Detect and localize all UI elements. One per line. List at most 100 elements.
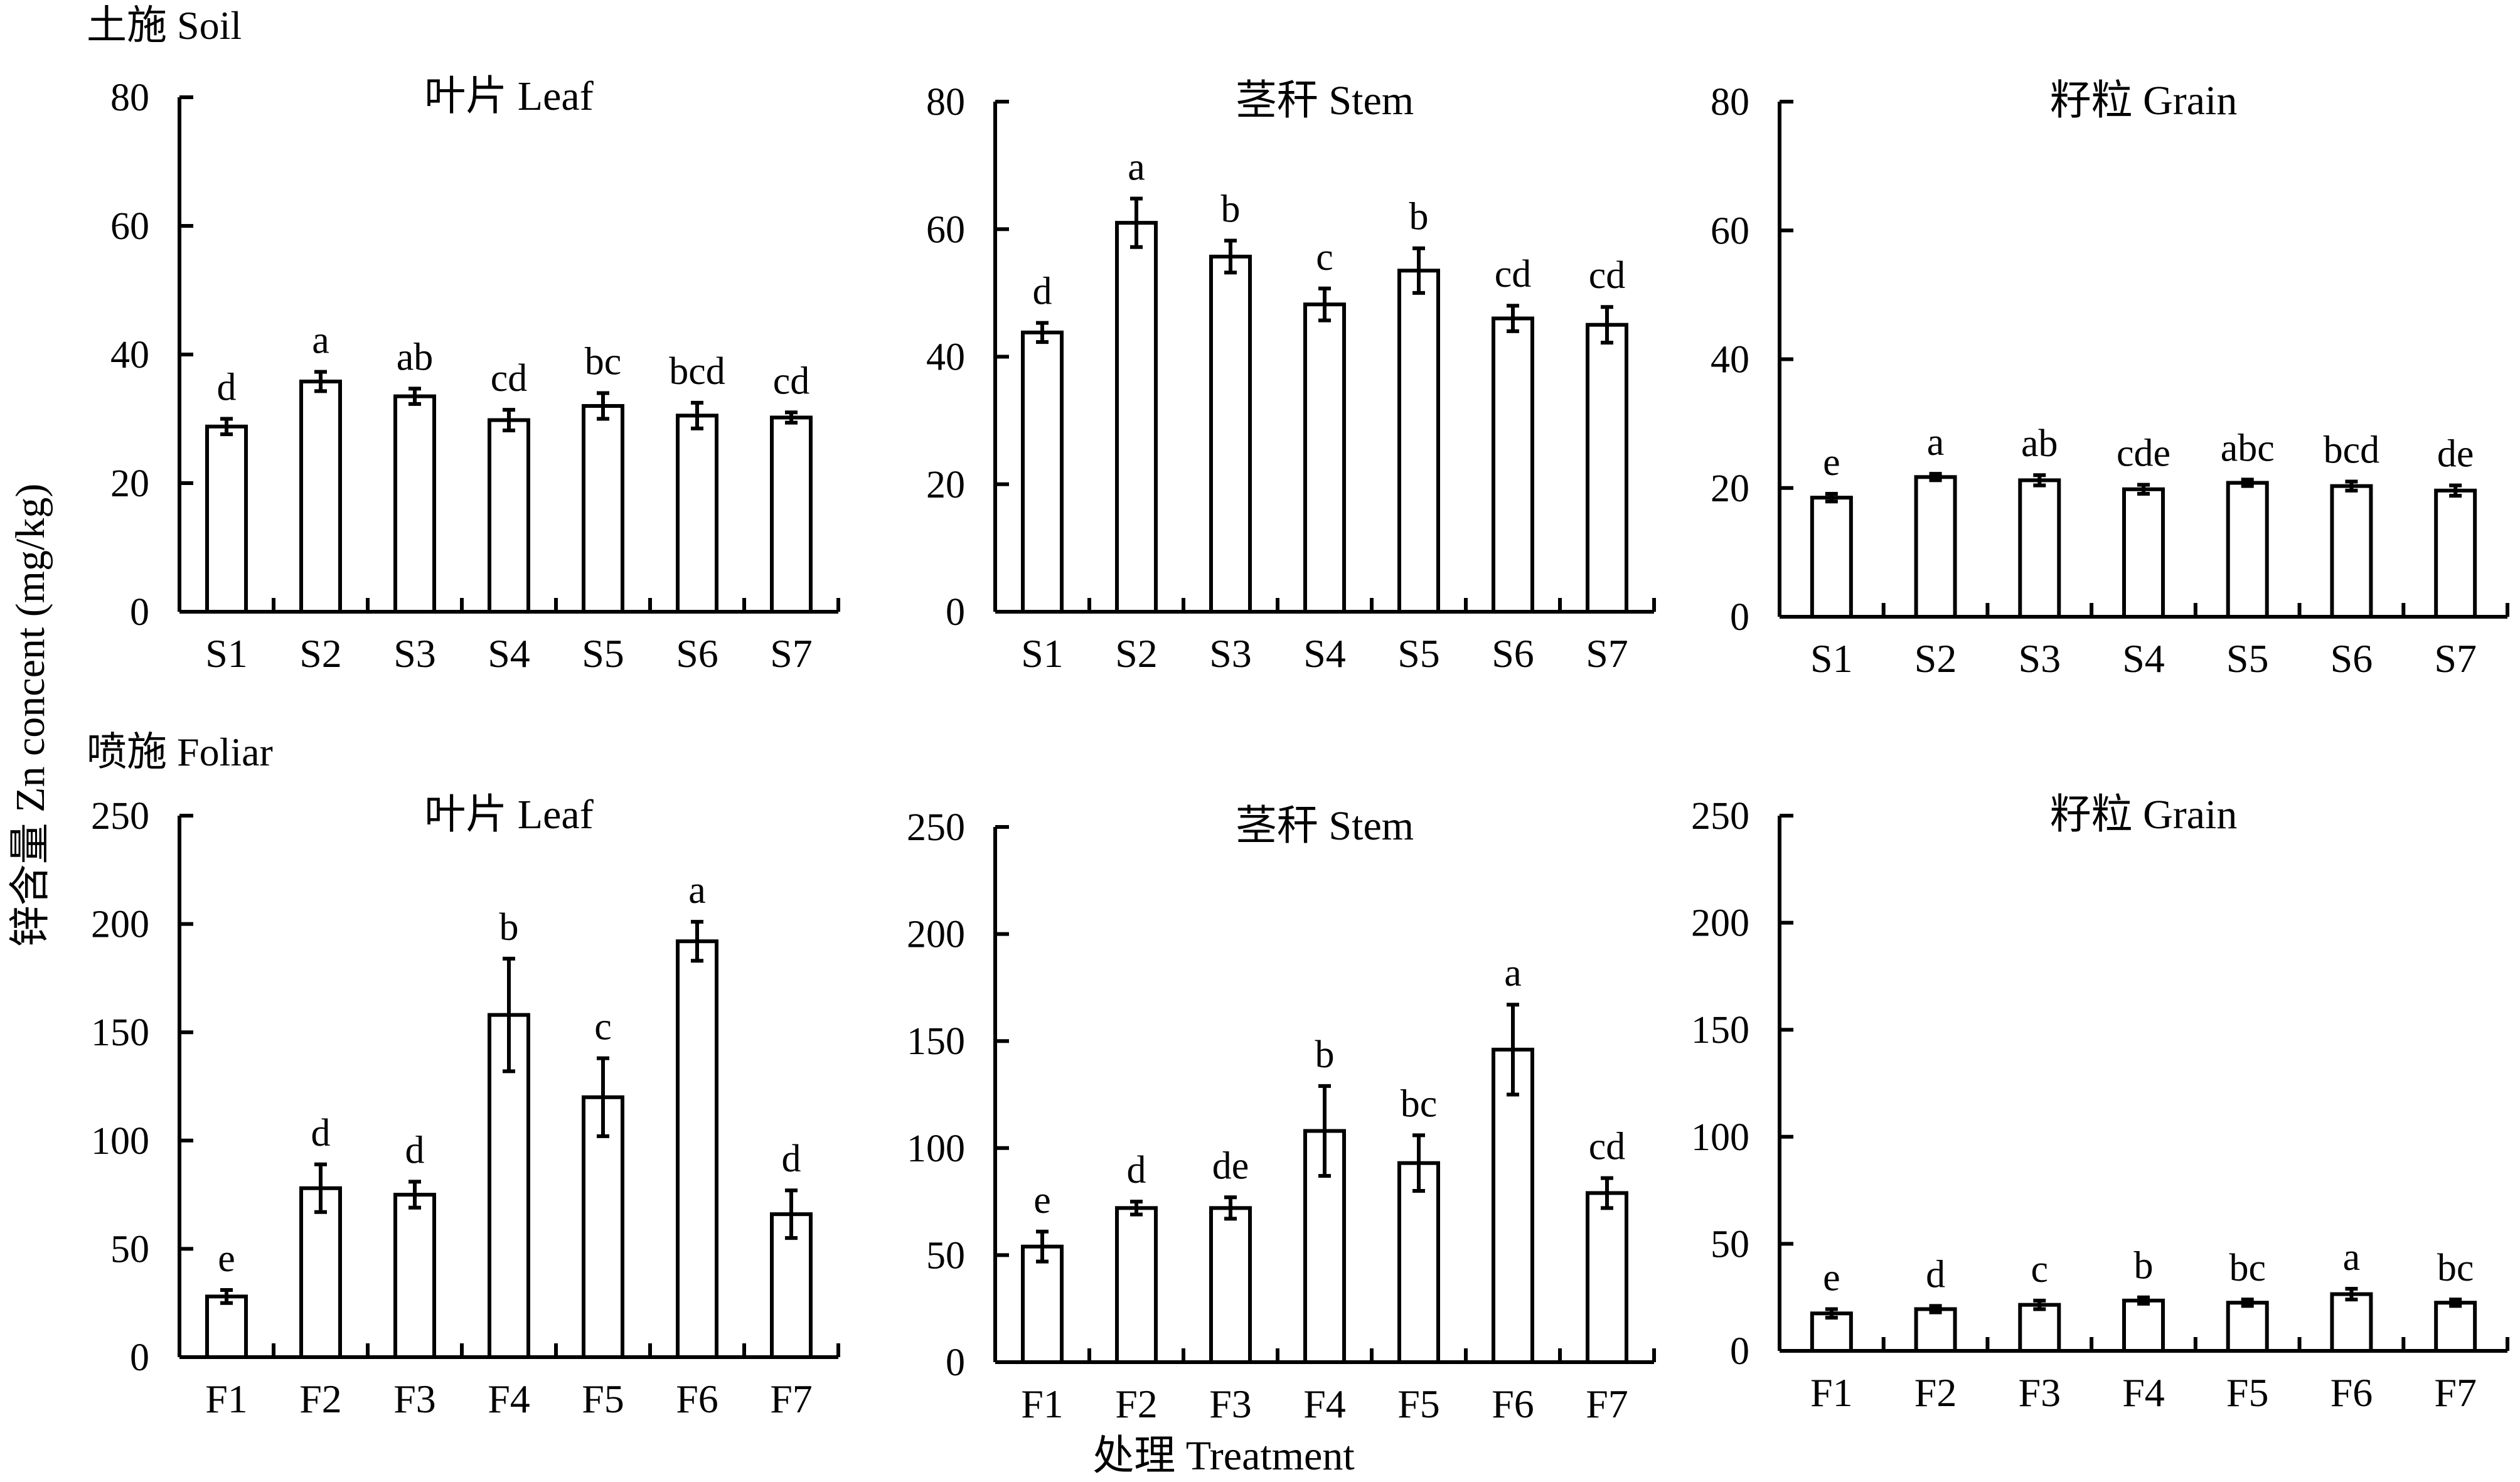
- bar-f7: [1586, 1191, 1628, 1365]
- section-title-foliar: 喷施 Foliar: [87, 730, 273, 774]
- bar-f7: [2434, 1301, 2477, 1353]
- panel-title: 籽粒 Grain: [2050, 792, 2238, 838]
- x-tick-label: F1: [205, 1377, 248, 1421]
- significance-label: cd: [1589, 254, 1626, 297]
- bar-f6: [2330, 1292, 2373, 1353]
- significance-label: cd: [1589, 1126, 1626, 1168]
- x-tick-label: S5: [1397, 631, 1440, 676]
- significance-label: c: [2031, 1248, 2049, 1291]
- significance-label: a: [688, 869, 706, 912]
- y-tick-label: 0: [1730, 596, 1749, 639]
- x-tick-label: S2: [299, 631, 342, 676]
- bar-s3: [2018, 478, 2061, 619]
- x-tick-label: S7: [770, 631, 813, 676]
- significance-label: cd: [1495, 253, 1532, 296]
- x-tick-label: S4: [2122, 636, 2165, 681]
- y-tick-label: 150: [907, 1020, 965, 1063]
- significance-label: cde: [2117, 432, 2170, 475]
- chart-panel-foliar-3: 0 50 100 150 200 250 籽粒 Grain e F1 d F2 c F3 b F4 bc F5 a…: [1691, 792, 2509, 1415]
- significance-label: e: [1033, 1179, 1051, 1222]
- y-tick-label: 20: [926, 464, 965, 506]
- significance-label: bc: [1401, 1082, 1438, 1125]
- significance-label: d: [1127, 1149, 1146, 1191]
- x-tick-label: S1: [205, 631, 248, 676]
- bar-s1: [1021, 330, 1064, 614]
- bar-s4: [488, 418, 530, 614]
- y-tick-label: 50: [110, 1228, 149, 1271]
- significance-label: d: [1033, 270, 1052, 313]
- y-axis-title: 锌含量 Zn concent (mg/kg): [8, 484, 53, 947]
- bar-s1: [205, 424, 248, 614]
- y-tick-label: 40: [1711, 339, 1749, 381]
- x-axis-title: 处理 Treatment: [1092, 1433, 1354, 1479]
- x-tick-label: S6: [1492, 631, 1534, 676]
- bar-s7: [1586, 323, 1628, 614]
- bar-s4: [1303, 302, 1346, 614]
- x-tick-label: F7: [2434, 1370, 2477, 1415]
- significance-label: d: [1926, 1253, 1945, 1296]
- bar-s3: [1209, 254, 1252, 614]
- x-tick-label: F6: [1492, 1382, 1534, 1426]
- significance-label: e: [1823, 1256, 1840, 1299]
- y-tick-label: 0: [130, 591, 149, 634]
- x-tick-label: F5: [1397, 1382, 1440, 1426]
- significance-label: a: [2343, 1236, 2361, 1279]
- bar-s5: [582, 404, 624, 614]
- x-tick-label: F7: [770, 1377, 813, 1421]
- significance-label: bcd: [2324, 429, 2380, 471]
- y-tick-label: 0: [1730, 1330, 1749, 1373]
- bar-s6: [676, 413, 718, 614]
- bar-s4: [2122, 487, 2165, 619]
- significance-label: c: [594, 1006, 612, 1048]
- y-tick-label: 0: [946, 1341, 965, 1384]
- significance-label: b: [1315, 1033, 1335, 1076]
- bar-f3: [2018, 1303, 2061, 1353]
- significance-label: d: [217, 366, 237, 409]
- x-tick-label: S7: [2434, 636, 2477, 681]
- x-tick-label: F5: [582, 1377, 624, 1421]
- significance-label: a: [1128, 146, 1145, 188]
- x-tick-label: F6: [676, 1377, 718, 1421]
- significance-label: d: [311, 1112, 331, 1154]
- bar-f6: [1492, 1047, 1534, 1365]
- x-tick-label: S4: [488, 631, 530, 676]
- x-tick-label: F3: [1209, 1382, 1252, 1426]
- y-tick-label: 100: [91, 1120, 149, 1163]
- x-tick-label: S6: [2330, 636, 2373, 681]
- section-title-soil: 土施 Soil: [87, 3, 242, 48]
- y-tick-label: 20: [1711, 467, 1749, 510]
- significance-label: c: [1316, 236, 1333, 279]
- chart-panel-foliar-1: 0 50 100 150 200 250 叶片 Leaf e F1 d F2 d F3 b F4 c F5 a F6…: [91, 792, 840, 1421]
- x-tick-label: S2: [1914, 636, 1957, 681]
- y-tick-label: 80: [110, 77, 149, 119]
- chart-panel-soil-1: 0 20 40 60 80 叶片 Leaf d S1 a S2 ab S3 cd S4 bc S5 bcd S6 c…: [110, 73, 840, 676]
- panel-title: 籽粒 Grain: [2050, 78, 2238, 124]
- x-tick-label: F5: [2226, 1370, 2269, 1415]
- y-tick-label: 40: [110, 334, 149, 376]
- x-tick-label: F1: [1021, 1382, 1064, 1426]
- y-tick-label: 250: [1691, 795, 1749, 838]
- significance-label: e: [1823, 441, 1840, 484]
- significance-label: bc: [585, 341, 622, 383]
- y-tick-label: 0: [130, 1336, 149, 1379]
- significance-label: bc: [2229, 1247, 2266, 1289]
- x-tick-label: F4: [1303, 1382, 1346, 1426]
- panel-title: 茎秆 Stem: [1236, 78, 1414, 124]
- y-tick-label: 80: [926, 81, 965, 124]
- bar-s7: [770, 415, 813, 614]
- y-tick-label: 80: [1711, 81, 1749, 124]
- y-tick-label: 200: [907, 914, 965, 956]
- chart-panel-soil-2: 0 20 40 60 80 茎秆 Stem d S1 a S2 b S3 c S4 b S5 cd S6 cd S7: [926, 78, 1656, 676]
- significance-label: de: [1212, 1144, 1249, 1187]
- bar-s2: [1115, 221, 1158, 614]
- x-tick-label: S3: [2018, 636, 2061, 681]
- significance-label: ab: [2021, 422, 2058, 465]
- x-tick-label: F7: [1586, 1382, 1628, 1426]
- y-tick-label: 100: [907, 1127, 965, 1170]
- x-tick-label: F4: [2122, 1370, 2165, 1415]
- significance-label: cd: [773, 360, 810, 402]
- bar-s7: [2434, 488, 2477, 619]
- x-tick-label: F2: [299, 1377, 342, 1421]
- significance-label: b: [1221, 188, 1241, 231]
